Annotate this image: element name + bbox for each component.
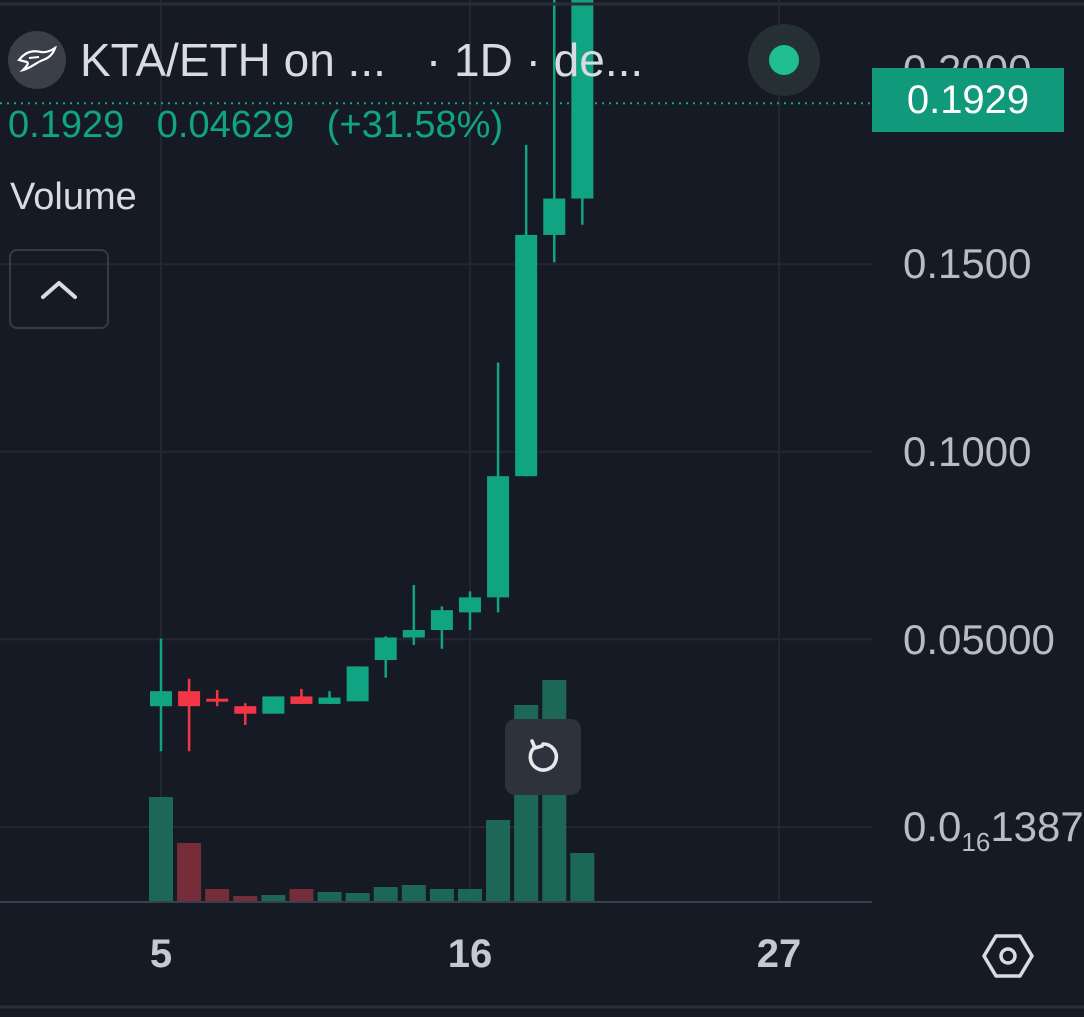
candle-body-7 <box>346 666 369 702</box>
status-dot-icon <box>769 45 799 75</box>
candle-body-1 <box>178 691 201 707</box>
candle-body-13 <box>515 234 538 477</box>
volume-bar-15 <box>570 853 595 902</box>
volume-bar-9 <box>401 885 426 902</box>
volume-bar-1 <box>177 843 202 902</box>
candle-body-12 <box>487 476 510 598</box>
change-percent: (+31.58%) <box>326 104 504 146</box>
volume-bar-12 <box>486 820 511 902</box>
symbol-header[interactable]: KTA/ETH on ... · 1D · de... <box>8 30 728 90</box>
interval-exchange[interactable]: · 1D · de... <box>425 34 644 86</box>
x-axis-label-2: 27 <box>756 932 802 976</box>
replay-icon <box>528 739 559 772</box>
volume-bar-11 <box>457 889 482 902</box>
candle-body-4 <box>262 696 285 714</box>
y-axis-bottom-sub: 16 <box>961 827 991 857</box>
chart-settings-button[interactable] <box>980 928 1036 984</box>
volume-indicator-label[interactable]: Volume <box>10 176 137 218</box>
market-status-indicator[interactable] <box>748 24 820 96</box>
last-price-tag: 0.1929 <box>872 68 1064 132</box>
candle-body-2 <box>206 698 229 702</box>
close-value: 0.1929 <box>8 104 125 146</box>
volume-bar-2 <box>205 889 230 902</box>
volume-bar-7 <box>345 893 370 902</box>
settings-hexagon-icon <box>982 934 1034 978</box>
collapse-legend-button[interactable] <box>9 249 109 329</box>
candle-body-0 <box>150 691 172 707</box>
replay-button[interactable] <box>505 719 581 795</box>
x-axis-label-0: 5 <box>149 932 173 976</box>
candle-body-8 <box>374 637 397 661</box>
y-axis-label-1: 0.1000 <box>903 428 1032 475</box>
volume-bar-6 <box>317 892 342 902</box>
candle-body-3 <box>234 706 257 714</box>
candle-body-10 <box>430 610 453 631</box>
volume-bar-0 <box>149 797 173 902</box>
volume-bar-5 <box>289 889 314 902</box>
volume-bar-3 <box>233 896 258 902</box>
candle-body-15 <box>571 0 594 199</box>
kta-logo-icon <box>8 31 66 89</box>
candle-body-6 <box>318 697 341 704</box>
x-axis-label-1: 16 <box>447 932 493 976</box>
volume-bar-10 <box>429 889 454 902</box>
volume-bar-4 <box>261 895 286 902</box>
change-value: 0.04629 <box>156 104 295 146</box>
y-axis-bottom-suffix: 1387 <box>990 803 1084 850</box>
y-axis-bottom-prefix: 0.0 <box>903 803 962 850</box>
symbol-name[interactable]: KTA/ETH on ... <box>80 34 386 86</box>
candle-body-14 <box>543 198 566 235</box>
y-axis-label-bottom: 0.0161387 <box>903 803 1084 858</box>
candle-body-5 <box>290 696 313 704</box>
y-axis-label-0: 0.1500 <box>903 240 1032 287</box>
volume-bar-8 <box>373 887 398 902</box>
candle-body-11 <box>458 597 481 613</box>
chevron-up-icon <box>41 281 77 299</box>
ohlc-values: 0.1929 0.04629 (+31.58%) <box>8 104 503 147</box>
y-axis-label-2: 0.05000 <box>903 616 1055 663</box>
candle-body-9 <box>402 630 425 638</box>
